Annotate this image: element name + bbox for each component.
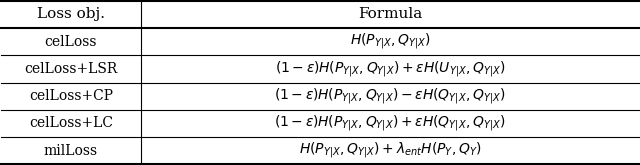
- Text: milLoss: milLoss: [44, 144, 98, 158]
- Text: celLoss+LSR: celLoss+LSR: [24, 62, 118, 76]
- Text: $H(P_{Y|X}, Q_{Y|X}) + \lambda_{ent} H(P_Y, Q_Y)$: $H(P_{Y|X}, Q_{Y|X}) + \lambda_{ent} H(P…: [299, 141, 482, 161]
- Text: celLoss+CP: celLoss+CP: [29, 89, 113, 103]
- Text: $(1-\epsilon)H(P_{Y|X}, Q_{Y|X}) + \epsilon H(U_{Y|X}, Q_{Y|X})$: $(1-\epsilon)H(P_{Y|X}, Q_{Y|X}) + \epsi…: [275, 59, 506, 79]
- Text: Loss obj.: Loss obj.: [37, 7, 105, 21]
- Text: $(1-\epsilon)H(P_{Y|X}, Q_{Y|X}) + \epsilon H(Q_{Y|X}, Q_{Y|X})$: $(1-\epsilon)H(P_{Y|X}, Q_{Y|X}) + \epsi…: [275, 114, 506, 133]
- Text: $H(P_{Y|X}, Q_{Y|X})$: $H(P_{Y|X}, Q_{Y|X})$: [350, 32, 431, 51]
- Text: Formula: Formula: [358, 7, 422, 21]
- Text: celLoss+LC: celLoss+LC: [29, 116, 113, 130]
- Text: celLoss: celLoss: [45, 35, 97, 49]
- Text: $(1-\epsilon)H(P_{Y|X}, Q_{Y|X}) - \epsilon H(Q_{Y|X}, Q_{Y|X})$: $(1-\epsilon)H(P_{Y|X}, Q_{Y|X}) - \epsi…: [275, 86, 506, 106]
